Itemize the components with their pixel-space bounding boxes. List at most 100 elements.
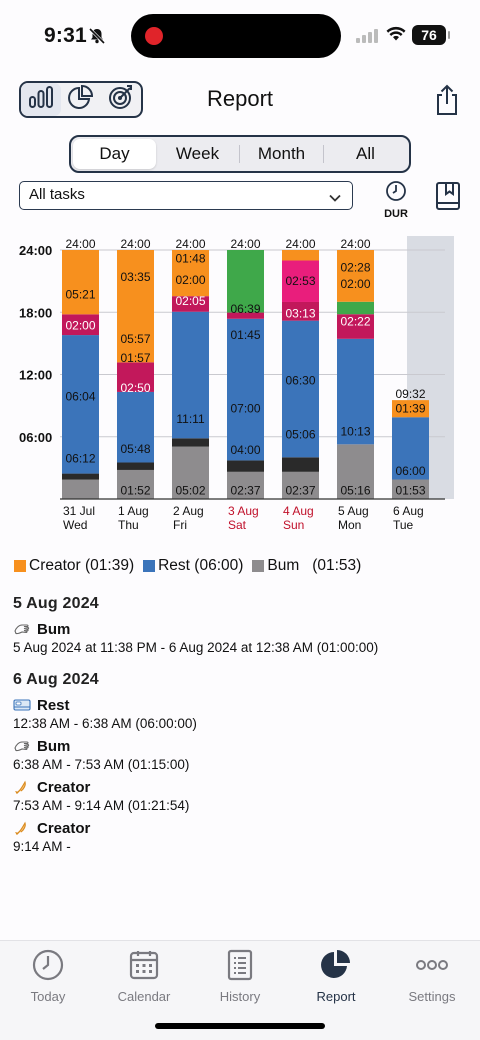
segment-label: 02:37 — [230, 484, 260, 498]
tab-today[interactable]: Today — [0, 946, 96, 1004]
bar-total-label: 24:00 — [340, 237, 370, 251]
x-tick-date: 3 Aug — [228, 504, 259, 518]
segment-label: 02:00 — [175, 273, 205, 287]
goal-view-button[interactable] — [101, 83, 141, 116]
x-tick-weekday: Thu — [118, 518, 139, 532]
duration-toggle-button[interactable]: DUR — [380, 180, 412, 220]
segment-label: 05:48 — [120, 442, 150, 456]
pie-chart-icon — [68, 84, 94, 115]
bar-segment-bum — [117, 469, 154, 499]
task-filter-value: All tasks — [29, 186, 85, 203]
session-entry[interactable]: Rest 12:38 AM - 6:38 AM (06:00:00) — [13, 695, 463, 732]
bar-segment-dark — [62, 473, 99, 480]
x-tick-date: 4 Aug — [283, 504, 314, 518]
journal-button[interactable] — [435, 181, 461, 216]
bar-total-label: 09:32 — [395, 387, 425, 401]
segment-label: 02:22 — [340, 315, 370, 329]
quill-icon — [13, 779, 31, 795]
bar-total-label: 24:00 — [285, 237, 315, 251]
bar-segment-bum — [337, 444, 374, 499]
tab-day[interactable]: Day — [73, 139, 156, 169]
legend-label: Rest (06:00) — [158, 557, 244, 574]
bar-segment-creator — [282, 250, 319, 261]
segment-label: 05:06 — [285, 428, 315, 442]
bar-segment-creator — [172, 250, 209, 297]
bar-total-label: 24:00 — [175, 237, 205, 251]
bar-segment-magenta — [172, 296, 209, 312]
session-list: 5 Aug 2024 Bum 5 Aug 2024 at 11:38 PM - … — [13, 595, 463, 859]
segment-label: 01:52 — [120, 484, 150, 498]
x-tick-weekday: Sun — [283, 518, 304, 532]
y-tick-label: 12:00 — [19, 368, 52, 383]
bar-segment-creator — [117, 250, 154, 363]
home-indicator — [155, 1023, 325, 1029]
bar-segment-rest — [392, 417, 429, 480]
tab-month[interactable]: Month — [257, 144, 306, 163]
session-time-range: 6:38 AM - 7:53 AM (01:15:00) — [13, 757, 190, 772]
x-tick-date: 31 Jul — [63, 504, 95, 518]
recording-indicator — [145, 27, 163, 45]
session-date-header: 6 Aug 2024 — [13, 671, 99, 688]
bar-segment-rest — [227, 318, 264, 461]
bar-segment-bum — [282, 471, 319, 499]
target-icon — [108, 84, 134, 115]
bar-segment-dark — [282, 457, 319, 472]
legend-label: Creator (01:39) — [29, 557, 135, 574]
segment-label: 02:00 — [65, 319, 95, 333]
bar-segment-green — [227, 250, 264, 313]
tab-label: Settings — [408, 989, 456, 1004]
bar-segment-rest — [337, 338, 374, 445]
legend-swatch — [143, 560, 156, 572]
legend-item-rest: Rest (06:00) — [143, 557, 243, 575]
bar-segment-magenta — [337, 314, 374, 339]
y-tick-label: 06:00 — [19, 430, 52, 445]
cellular-signal-icon — [356, 29, 378, 48]
pie-chart-view-button[interactable] — [61, 83, 101, 116]
x-tick-date: 5 Aug — [338, 504, 369, 518]
session-entry[interactable]: Bum 6:38 AM - 7:53 AM (01:15:00) — [13, 736, 463, 773]
y-tick-label: 24:00 — [19, 243, 52, 258]
bar-segment-rest — [172, 311, 209, 439]
session-entry[interactable]: Creator 9:14 AM - — [13, 818, 463, 855]
tab-settings[interactable]: Settings — [384, 946, 480, 1004]
segment-label: 06:39 — [230, 302, 260, 316]
segment-label: 01:39 — [395, 402, 425, 416]
tab-calendar[interactable]: Calendar — [96, 946, 192, 1004]
session-entry[interactable]: Creator 7:53 AM - 9:14 AM (01:21:54) — [13, 777, 463, 814]
bar-segment-pink — [282, 260, 319, 302]
bar-total-label: 24:00 — [120, 237, 150, 251]
x-tick-date: 2 Aug — [173, 504, 204, 518]
legend-swatch — [14, 560, 26, 572]
tab-report[interactable]: Report — [288, 946, 384, 1004]
bar-segment-dark — [172, 438, 209, 447]
segment-label: 05:57 — [120, 332, 150, 346]
bar-segment-magenta — [117, 362, 154, 392]
tab-all[interactable]: All — [356, 144, 375, 163]
bar-segment-rest — [62, 335, 99, 474]
segment-label: 05:21 — [65, 288, 95, 302]
task-filter-dropdown[interactable]: All tasks — [19, 181, 353, 210]
tab-week[interactable]: Week — [175, 144, 220, 163]
segment-label: 06:00 — [395, 464, 425, 478]
session-time-range: 12:38 AM - 6:38 AM (06:00:00) — [13, 716, 197, 731]
segment-label: 01:48 — [175, 251, 205, 265]
segment-label: 02:37 — [285, 484, 315, 498]
segment-label: 02:00 — [340, 277, 370, 291]
session-date-header: 5 Aug 2024 — [13, 595, 99, 612]
session-name: Bum — [37, 737, 71, 755]
segment-label: 11:11 — [176, 412, 205, 426]
tab-history[interactable]: History — [192, 946, 288, 1004]
period-tabs: Day Week Month All — [69, 135, 411, 173]
session-name: Bum — [37, 620, 71, 638]
share-button[interactable] — [434, 84, 460, 121]
legend-swatch — [252, 560, 265, 572]
clock-icon — [31, 948, 65, 985]
more-icon — [415, 959, 449, 974]
document-icon — [226, 948, 254, 985]
battery-indicator: 76 — [412, 25, 450, 45]
bar-chart-view-button[interactable] — [21, 83, 61, 116]
share-icon — [434, 84, 460, 120]
session-entry[interactable]: Bum 5 Aug 2024 at 11:38 PM - 6 Aug 2024 … — [13, 619, 463, 656]
bar-segment-dark — [227, 460, 264, 472]
segment-label: 07:00 — [230, 402, 260, 416]
